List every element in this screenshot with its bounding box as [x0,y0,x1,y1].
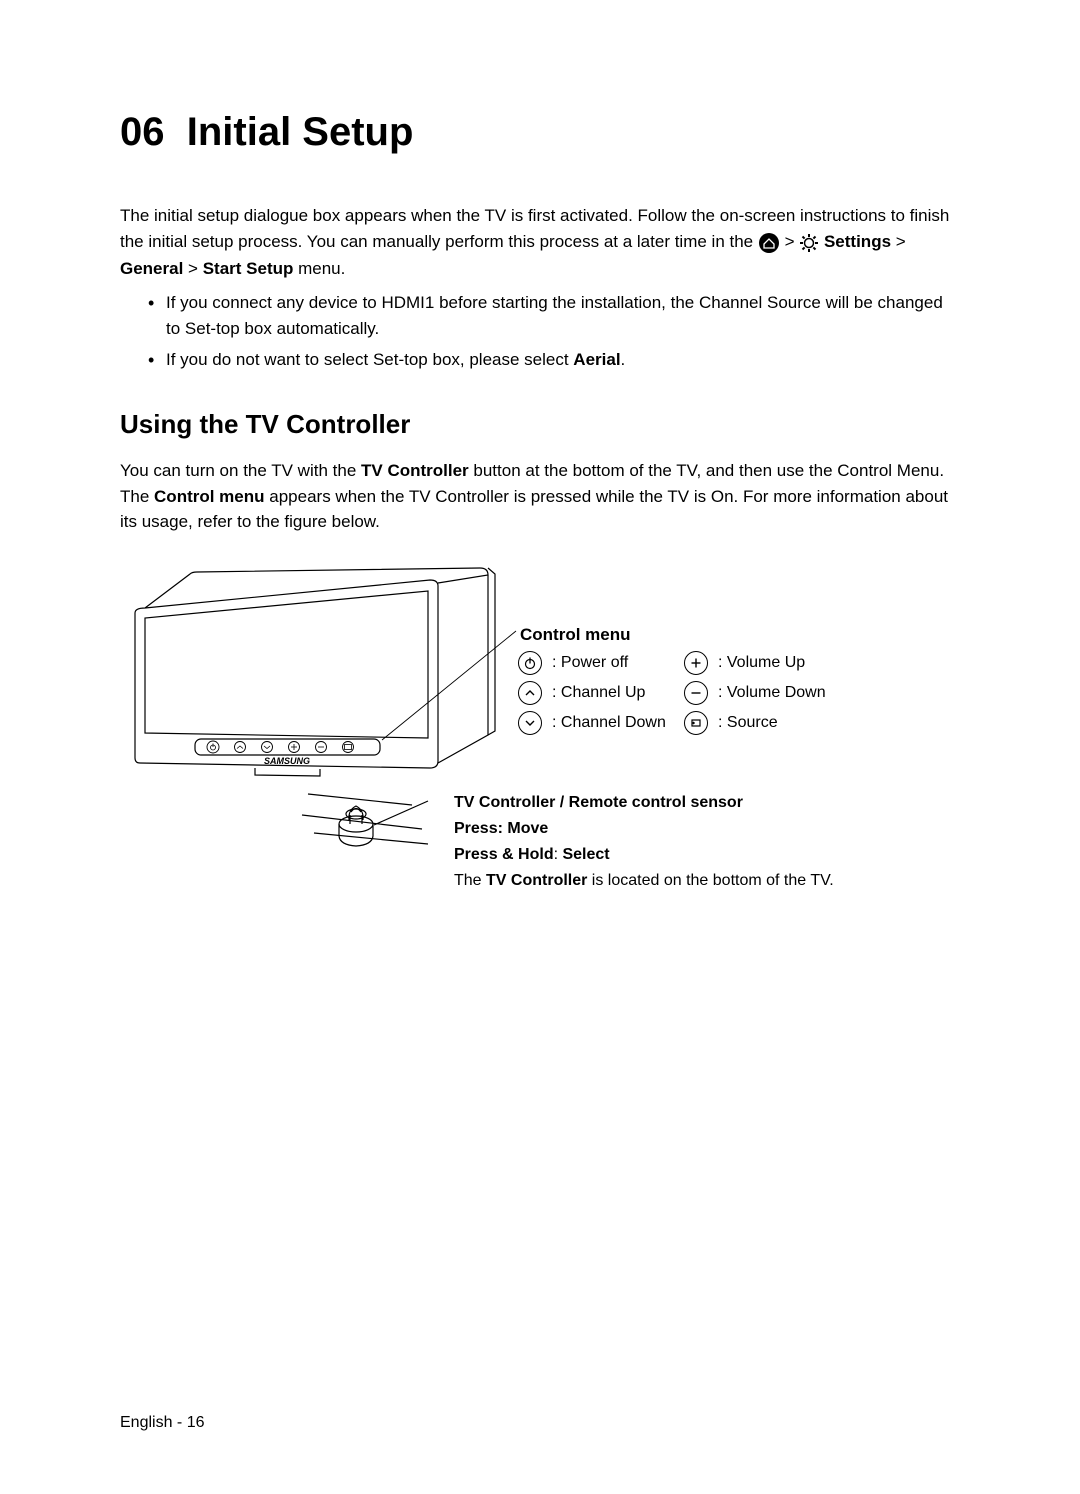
controller-location: The TV Controller is located on the bott… [454,869,834,893]
menu-item-channel-up: : Channel Up [518,681,666,705]
menu-item-power: : Power off [518,651,666,675]
tv-brand: SAMSUNG [264,756,310,766]
gear-icon [799,233,819,253]
menu-item-volume-up: : Volume Up [684,651,826,675]
heading-number: 06 [120,110,165,154]
footer-language: English [120,1414,172,1431]
subheading-text: You can turn on the TV with the TV Contr… [120,458,960,535]
plus-icon [684,651,708,675]
nav-settings: Settings [824,232,891,251]
footer-page-number: 16 [187,1414,205,1431]
controller-diagram [300,791,430,871]
intro-line2: initial setup process. You can manually … [120,232,906,277]
control-menu-label: Control menu [520,625,631,645]
controller-press-hold: Press & Hold: Select [454,843,834,867]
menu-items-right: : Volume Up : Volume Down : Source [684,651,826,741]
diagram-area: SAMSUNG Control menu : Power off : Chann… [120,563,960,883]
source-icon [684,711,708,735]
page-footer: English - 16 [120,1414,205,1432]
nav-setup: Setup [246,259,293,278]
page-heading: 06 Initial Setup [120,110,960,155]
controller-section: TV Controller / Remote control sensor Pr… [300,791,834,895]
intro-paragraph: The initial setup dialogue box appears w… [120,203,960,282]
menu-item-channel-down: : Channel Down [518,711,666,735]
controller-text: TV Controller / Remote control sensor Pr… [454,791,834,895]
menu-item-volume-down: : Volume Down [684,681,826,705]
power-icon [518,651,542,675]
controller-press: Press: Move [454,817,834,841]
heading-title: Initial Setup [187,110,414,154]
tv-diagram: SAMSUNG [120,563,520,793]
menu-item-source: : Source [684,711,826,735]
minus-icon [684,681,708,705]
controller-title: TV Controller / Remote control sensor [454,791,834,815]
subheading: Using the TV Controller [120,409,960,440]
nav-general: General [120,259,183,278]
bullet-item: If you connect any device to HDMI1 befor… [148,290,960,343]
chevron-up-icon [518,681,542,705]
menu-items-left: : Power off : Channel Up : Channel Down [518,651,666,741]
bullet-item: If you do not want to select Set-top box… [148,347,960,373]
bullet-list: If you connect any device to HDMI1 befor… [120,290,960,373]
chevron-down-icon [518,711,542,735]
home-icon [758,232,780,254]
nav-start: Start [203,259,242,278]
